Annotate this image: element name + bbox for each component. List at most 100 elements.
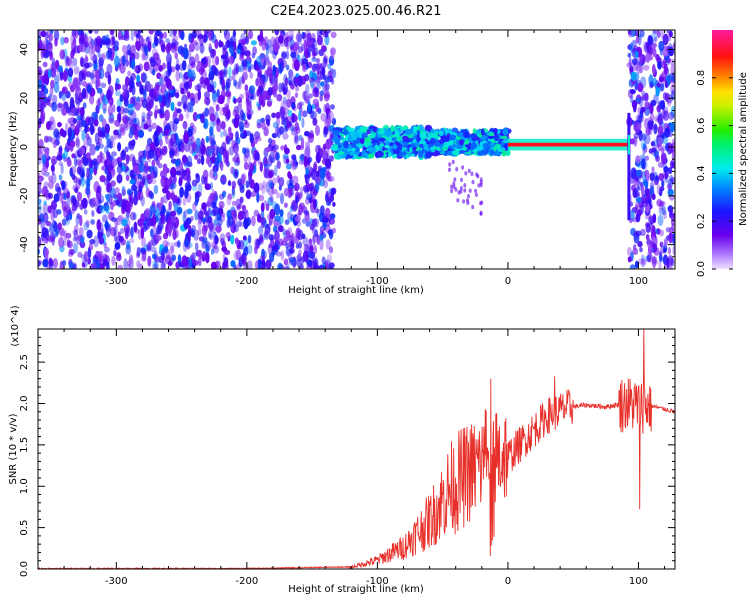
heatmap-cell bbox=[343, 128, 349, 136]
heatmap-cell bbox=[152, 213, 156, 221]
heatmap-cell bbox=[364, 136, 371, 143]
heatmap-cell bbox=[78, 43, 84, 53]
heatmap-cell bbox=[54, 37, 58, 47]
heatmap-cell bbox=[71, 47, 76, 56]
heatmap-cell bbox=[119, 123, 126, 133]
heatmap-cell bbox=[164, 109, 170, 121]
heatmap-cell bbox=[177, 101, 182, 107]
heatmap-cell bbox=[278, 65, 283, 74]
heatmap-cell bbox=[52, 208, 59, 219]
heatmap-cell bbox=[298, 204, 303, 216]
heatmap-cell bbox=[267, 244, 273, 255]
heatmap-cell bbox=[641, 90, 646, 97]
heatmap-cell bbox=[427, 132, 434, 139]
heatmap-cell bbox=[245, 209, 249, 221]
heatmap-cell bbox=[49, 30, 54, 34]
heatmap-cell bbox=[235, 236, 240, 246]
heatmap-cell bbox=[663, 110, 669, 121]
heatmap-cell bbox=[175, 58, 180, 70]
heatmap-cell bbox=[116, 252, 122, 258]
heatmap-cell bbox=[317, 144, 322, 151]
heatmap-cell bbox=[41, 186, 48, 197]
heatmap-cell bbox=[95, 38, 102, 46]
heatmap-cell bbox=[67, 67, 74, 78]
heatmap-cell bbox=[460, 177, 463, 183]
heatmap-cell bbox=[80, 120, 87, 128]
heatmap-cell bbox=[234, 224, 239, 233]
heatmap-cell bbox=[138, 189, 144, 201]
heatmap-cell bbox=[135, 51, 140, 60]
heatmap-cell bbox=[64, 214, 71, 226]
heatmap-cell bbox=[90, 55, 94, 61]
heatmap-cell bbox=[187, 91, 191, 99]
heatmap-cell bbox=[319, 238, 324, 251]
heatmap-cell bbox=[40, 112, 45, 125]
heatmap-cell bbox=[322, 221, 327, 229]
heatmap-cell bbox=[293, 238, 299, 244]
heatmap-cell bbox=[670, 64, 675, 77]
heatmap-cell bbox=[165, 38, 171, 44]
heatmap-cell bbox=[106, 89, 112, 101]
snr-y-multiplier: (x10^4) bbox=[10, 305, 21, 346]
heatmap-cell bbox=[661, 179, 665, 188]
y-tick-label: 2.0 bbox=[19, 396, 30, 412]
heatmap-cell bbox=[139, 247, 146, 253]
heatmap-cell bbox=[325, 239, 331, 250]
heatmap-cell bbox=[281, 51, 287, 60]
heatmap-cell bbox=[50, 67, 57, 78]
heatmap-cell bbox=[146, 116, 152, 128]
heatmap-cell bbox=[204, 91, 210, 99]
heatmap-cell bbox=[74, 187, 79, 194]
heatmap-cell bbox=[361, 149, 367, 155]
heatmap-cell bbox=[627, 52, 632, 58]
heatmap-cell bbox=[267, 187, 274, 197]
heatmap-cell bbox=[452, 150, 459, 156]
heatmap-cell bbox=[206, 148, 213, 157]
heatmap-cell bbox=[158, 94, 163, 104]
heatmap-cell bbox=[339, 142, 345, 147]
heatmap-cell bbox=[250, 179, 255, 190]
heatmap-cell bbox=[454, 187, 458, 192]
heatmap-cell bbox=[272, 144, 279, 151]
heatmap-cell bbox=[140, 72, 147, 83]
heatmap-cell bbox=[295, 144, 302, 151]
heatmap-cell bbox=[111, 217, 117, 223]
heatmap-cell bbox=[257, 259, 262, 269]
heatmap-cell bbox=[254, 238, 259, 250]
heatmap-cell bbox=[271, 245, 279, 251]
heatmap-cell bbox=[225, 78, 231, 89]
heatmap-cell bbox=[96, 219, 102, 231]
heatmap-cell bbox=[210, 48, 215, 59]
heatmap-cell bbox=[61, 86, 68, 94]
heatmap-cell bbox=[639, 53, 646, 64]
heatmap-cell bbox=[48, 93, 52, 99]
heatmap-cell bbox=[189, 106, 194, 113]
heatmap-cell bbox=[309, 110, 315, 119]
heatmap-cell bbox=[314, 229, 319, 238]
heatmap-cell bbox=[480, 128, 485, 136]
heatmap-cell bbox=[136, 125, 142, 131]
heatmap-cell bbox=[170, 133, 177, 144]
heatmap-cell bbox=[329, 155, 334, 162]
heatmap-cell bbox=[385, 141, 390, 146]
heatmap-cell bbox=[219, 72, 225, 78]
heatmap-cell bbox=[461, 165, 465, 170]
heatmap-cell bbox=[316, 63, 320, 76]
heatmap-cell bbox=[500, 135, 508, 140]
heatmap-cell bbox=[296, 259, 301, 267]
heatmap-cell bbox=[176, 240, 181, 248]
heatmap-cell bbox=[213, 218, 219, 226]
heatmap-cell bbox=[319, 167, 326, 180]
heatmap-cell bbox=[182, 240, 188, 253]
heatmap-cell bbox=[115, 199, 120, 206]
heatmap-cell bbox=[124, 85, 130, 98]
heatmap-cell bbox=[72, 117, 78, 124]
heatmap-cell bbox=[166, 55, 171, 63]
heatmap-cell bbox=[637, 240, 643, 248]
heatmap-cell bbox=[156, 108, 163, 114]
heatmap-cell bbox=[668, 232, 673, 244]
heatmap-cell bbox=[65, 106, 71, 114]
x-tick-label: 0 bbox=[505, 276, 511, 287]
heatmap-cell bbox=[472, 128, 477, 135]
heatmap-cell bbox=[76, 213, 81, 220]
